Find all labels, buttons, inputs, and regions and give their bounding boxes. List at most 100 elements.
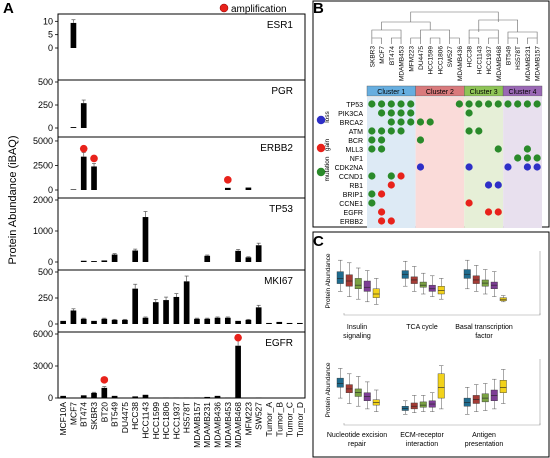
event-cdk2na-bt549 bbox=[504, 163, 512, 171]
event-brca2-du4475 bbox=[416, 118, 425, 126]
legend-gain-dot bbox=[316, 143, 326, 153]
gene-title-egfr: EGFR bbox=[265, 338, 293, 349]
bar-erbb2-bt474 bbox=[80, 156, 87, 190]
event-tp53-hcc38 bbox=[465, 100, 473, 108]
column-label-bt474: BT474 bbox=[389, 46, 396, 66]
gene-label-atm: ATM bbox=[349, 129, 363, 136]
bar-mki67-hcc1599 bbox=[152, 302, 159, 324]
group-bracket bbox=[343, 423, 541, 426]
bar-egfr-hcc1937 bbox=[173, 397, 180, 398]
column-label-mfm223: MFM223 bbox=[408, 46, 415, 72]
event-bcr-skbr3 bbox=[368, 136, 376, 144]
event-brca2-mdamb453 bbox=[397, 118, 405, 126]
event-tp53-bt474 bbox=[387, 100, 395, 108]
gene-label-rb1: RB1 bbox=[349, 183, 363, 190]
legend-loss-label: loss bbox=[324, 110, 331, 122]
bar-mki67-mfm223 bbox=[245, 319, 252, 324]
plot-label-5: ECM-receptor bbox=[400, 432, 444, 439]
y-tick-label: 2000 bbox=[33, 195, 53, 205]
x-tick-label-mcf10a: MCF10A bbox=[58, 402, 68, 436]
event-tp53-mdamb453 bbox=[397, 100, 405, 108]
x-tick-label-bt474: BT474 bbox=[79, 402, 89, 427]
event-ccnd1-bt474 bbox=[387, 172, 395, 180]
event-nf1-mdamb157 bbox=[533, 154, 541, 162]
x-tick-label-bt20: BT20 bbox=[99, 402, 109, 423]
event-cdk2na-hcc38 bbox=[465, 163, 473, 171]
panel-c: C Protein Abundance Insulin signaling TCA c… bbox=[312, 231, 550, 458]
event-nf1-mdamb231 bbox=[523, 154, 532, 162]
event-erbb2-mcf7 bbox=[377, 217, 386, 225]
bar-tp53-skbr3 bbox=[91, 261, 97, 262]
y-tick-label: 500 bbox=[38, 77, 53, 87]
gene-label-erbb2: ERBB2 bbox=[340, 219, 363, 226]
y-tick-label: 0 bbox=[48, 393, 53, 403]
box-3 bbox=[419, 401, 427, 408]
event-brca2-mfm223 bbox=[407, 118, 415, 126]
event-atm-bt474 bbox=[387, 127, 395, 135]
bar-egfr-mdamb436 bbox=[214, 395, 221, 398]
column-label-mcf7: MCF7 bbox=[379, 46, 386, 64]
dendrogram-link bbox=[381, 21, 431, 30]
box-1 bbox=[336, 271, 344, 284]
bar-mki67-mcf7 bbox=[70, 310, 77, 324]
box-4 bbox=[428, 284, 436, 292]
y-tick-label: 0 bbox=[48, 257, 53, 267]
event-tp53-mdamb436 bbox=[455, 100, 463, 108]
event-rb1-bt474 bbox=[387, 181, 395, 189]
bar-egfr-bt549 bbox=[111, 395, 118, 398]
event-mll3-mcf7 bbox=[377, 145, 386, 153]
box-5 bbox=[437, 373, 445, 399]
bar-egfr-mcf10a bbox=[60, 395, 66, 398]
bar-erbb2-mcf7 bbox=[70, 189, 77, 190]
bar-egfr-mdamb453 bbox=[224, 397, 231, 398]
panel-c-boxplots: Protein Abundance Insulin signaling TCA cyc… bbox=[312, 231, 550, 458]
x-tick-label-skbr3: SKBR3 bbox=[89, 402, 99, 430]
column-label-mdamb231: MDAMB231 bbox=[525, 46, 532, 81]
bar-tp53-mdamb231 bbox=[204, 255, 211, 262]
plot-label-2: TCA cycle bbox=[406, 324, 438, 331]
event-ccne1-skbr3 bbox=[368, 199, 376, 207]
cluster-label-1: Cluster 1 bbox=[377, 89, 405, 96]
bar-mki67-mdamb157 bbox=[194, 318, 200, 324]
amplification-marker bbox=[90, 154, 98, 163]
x-tick-label-mfm223: MFM223 bbox=[243, 402, 253, 436]
event-pik3ca-bt474 bbox=[387, 109, 395, 117]
dendrogram-link bbox=[449, 37, 460, 44]
event-tp53-hcc1937 bbox=[484, 100, 493, 108]
column-label-mdamb157: MDAMB157 bbox=[535, 46, 542, 81]
bar-tp53-mdamb468 bbox=[235, 250, 241, 262]
y-axis-label: Protein Abundance bbox=[325, 362, 332, 417]
event-tp53-mdamb231 bbox=[523, 100, 532, 108]
y-tick-label: 0 bbox=[48, 123, 53, 133]
bar-mki67-mdamb436 bbox=[214, 317, 221, 324]
amplification-marker bbox=[224, 176, 232, 184]
event-nf1-hs578t bbox=[514, 154, 522, 162]
gene-label-cdk2na: CDK2NA bbox=[335, 165, 364, 172]
plot-label-5: interaction bbox=[406, 441, 438, 448]
event-ccnd1-mdamb453 bbox=[397, 172, 405, 180]
bar-egfr-bt474 bbox=[80, 395, 87, 398]
legend-amplification-dot bbox=[219, 3, 229, 13]
bar-mki67-tumor_d bbox=[297, 322, 303, 324]
event-ccne1-hcc38 bbox=[465, 199, 473, 207]
column-label-mdamb436: MDAMB436 bbox=[457, 46, 464, 81]
x-tick-label-tumor_c: Tumor_C bbox=[285, 402, 295, 437]
x-tick-label-bt549: BT549 bbox=[110, 402, 120, 427]
bar-mki67-mdamb231 bbox=[204, 318, 211, 324]
event-pik3ca-mcf7 bbox=[377, 109, 386, 117]
bar-pgr-mcf7 bbox=[70, 127, 77, 128]
bar-egfr-hs578t bbox=[183, 397, 190, 398]
event-brip1-skbr3 bbox=[368, 190, 376, 198]
bar-tp53-bt474 bbox=[80, 260, 87, 262]
bar-egfr-mdamb468 bbox=[235, 345, 241, 398]
bar-mki67-tumor_c bbox=[286, 322, 293, 324]
gene-title-mki67: MKI67 bbox=[264, 276, 293, 287]
dendrogram-link bbox=[391, 37, 402, 44]
panel-c-frame bbox=[312, 231, 550, 458]
x-tick-label-mdamb453: MDAMB453 bbox=[223, 402, 233, 448]
event-pik3ca-hcc38 bbox=[465, 109, 473, 117]
bar-egfr-sw527 bbox=[255, 397, 262, 398]
column-label-hcc1143: HCC1143 bbox=[476, 46, 483, 74]
event-tp53-bt549 bbox=[504, 100, 512, 108]
column-label-du4475: DU4475 bbox=[418, 46, 425, 70]
